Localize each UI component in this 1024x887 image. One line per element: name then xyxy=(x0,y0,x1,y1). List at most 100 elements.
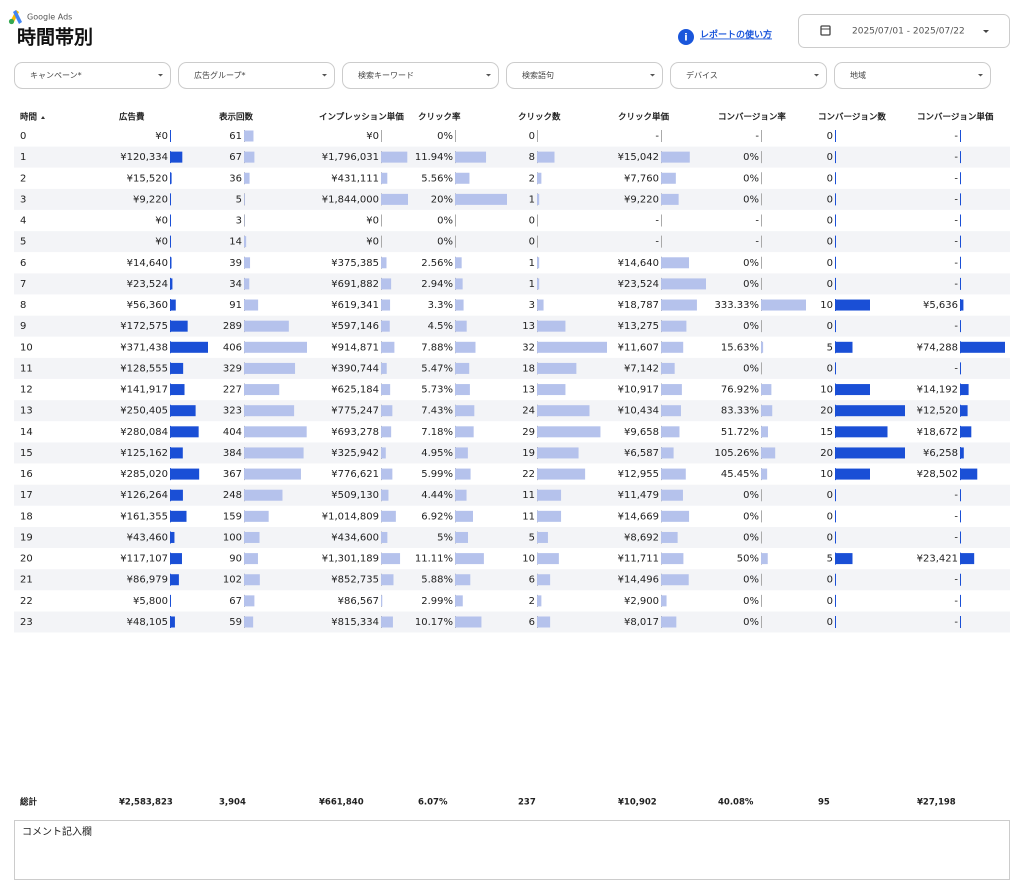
total-value: 40.08% xyxy=(718,798,754,808)
data-bar xyxy=(455,595,463,607)
cell-value: 3.3% xyxy=(428,300,453,311)
cell-value: - xyxy=(755,237,759,248)
data-bar xyxy=(537,405,590,417)
filter-dropdown[interactable] xyxy=(178,62,335,89)
comment-box[interactable] xyxy=(14,820,1010,880)
data-bar xyxy=(244,299,259,311)
data-bar xyxy=(661,362,675,374)
filter-dropdown[interactable] xyxy=(834,62,991,89)
cell-value: ¥18,787 xyxy=(618,300,659,311)
cell-value: ¥15,042 xyxy=(618,152,659,163)
cell-value: ¥11,711 xyxy=(618,554,659,565)
cell-value: 5.88% xyxy=(421,575,453,586)
filter-dropdown[interactable] xyxy=(14,62,171,89)
filter-label: 検索語句 xyxy=(522,70,554,80)
hour-cell: 17 xyxy=(20,490,33,501)
cell-value: 0 xyxy=(827,152,833,163)
cell-value: 5 xyxy=(827,342,833,353)
cell-value: ¥11,607 xyxy=(618,342,659,353)
hour-cell: 23 xyxy=(20,617,33,628)
filter-label: 地域 xyxy=(850,70,866,80)
help-link[interactable]: レポートの使い方 xyxy=(700,29,772,41)
cell-value: ¥15,520 xyxy=(127,173,168,184)
data-bar xyxy=(537,574,551,586)
cell-value: 13 xyxy=(522,385,535,396)
cell-value: 20% xyxy=(431,194,453,205)
date-picker[interactable] xyxy=(798,14,1010,48)
cell-value: 2.56% xyxy=(421,258,453,269)
hour-cell: 22 xyxy=(20,596,33,607)
cell-value: 2 xyxy=(529,173,535,184)
hour-cell: 5 xyxy=(20,237,26,248)
logo xyxy=(8,10,22,25)
cell-value: 90 xyxy=(229,554,242,565)
data-bar xyxy=(835,384,870,396)
cell-value: 7.43% xyxy=(421,406,453,417)
hour-cell: 2 xyxy=(20,173,26,184)
cell-value: 289 xyxy=(223,321,242,332)
cell-value: 0% xyxy=(437,237,453,248)
hour-cell: 19 xyxy=(20,532,33,543)
cell-value: ¥14,496 xyxy=(618,575,659,586)
report-title: 時間帯別 xyxy=(17,26,93,49)
cell-value: 11.94% xyxy=(415,152,453,163)
cell-value: 10.17% xyxy=(415,617,453,628)
cell-value: 0 xyxy=(827,575,833,586)
cell-value: ¥86,567 xyxy=(338,596,379,607)
data-bar xyxy=(244,510,269,522)
cell-value: ¥693,278 xyxy=(331,427,379,438)
filter-dropdown[interactable] xyxy=(670,62,827,89)
cell-value: ¥7,760 xyxy=(624,173,659,184)
cell-value: 32 xyxy=(522,342,535,353)
data-bar xyxy=(244,341,307,353)
data-bar xyxy=(170,531,175,543)
hour-cell: 11 xyxy=(20,363,33,374)
total-value: ¥661,840 xyxy=(319,798,364,808)
cell-value: 10 xyxy=(820,469,833,480)
calendar-icon xyxy=(820,25,831,36)
total-value: 237 xyxy=(518,798,536,808)
filter-dropdown[interactable] xyxy=(342,62,499,89)
data-bar xyxy=(537,362,577,374)
data-bar xyxy=(455,426,474,438)
brand: Google Ads xyxy=(27,13,72,22)
cell-value: 11.11% xyxy=(415,554,453,565)
cell-value: 105.26% xyxy=(715,448,760,459)
cell-value: ¥74,288 xyxy=(917,342,958,353)
cell-value: ¥597,146 xyxy=(331,321,379,332)
data-bar xyxy=(537,510,562,522)
cell-value: 0% xyxy=(743,173,759,184)
cell-value: 0% xyxy=(743,279,759,290)
dropdown-arrow xyxy=(814,74,819,77)
data-bar xyxy=(244,172,250,184)
data-bar xyxy=(761,468,768,480)
cell-value: ¥14,640 xyxy=(127,258,168,269)
column-header: クリック数 xyxy=(518,112,561,123)
data-bar xyxy=(244,405,295,417)
filter-dropdown[interactable] xyxy=(506,62,663,89)
data-bar xyxy=(244,193,245,205)
data-bar xyxy=(455,384,470,396)
data-bar xyxy=(170,341,208,353)
data-bar xyxy=(170,553,182,565)
cell-value: ¥172,575 xyxy=(120,321,168,332)
cell-value: 0 xyxy=(827,617,833,628)
cell-value: ¥14,669 xyxy=(618,511,659,522)
cell-value: 3 xyxy=(236,216,242,227)
cell-value: - xyxy=(755,131,759,142)
cell-value: 6 xyxy=(529,617,535,628)
data-bar xyxy=(537,489,562,501)
cell-value: ¥161,355 xyxy=(120,511,168,522)
hour-cell: 20 xyxy=(20,554,33,565)
data-bar xyxy=(455,257,462,269)
cell-value: ¥625,184 xyxy=(331,385,379,396)
cell-value: ¥5,800 xyxy=(133,596,168,607)
cell-value: ¥12,520 xyxy=(917,406,958,417)
info-icon[interactable] xyxy=(678,29,694,45)
cell-value: 384 xyxy=(223,448,242,459)
data-bar xyxy=(661,489,683,501)
cell-value: 10 xyxy=(820,300,833,311)
hour-cell: 13 xyxy=(20,406,33,417)
cell-value: 18 xyxy=(522,363,535,374)
cell-value: ¥0 xyxy=(155,216,168,227)
